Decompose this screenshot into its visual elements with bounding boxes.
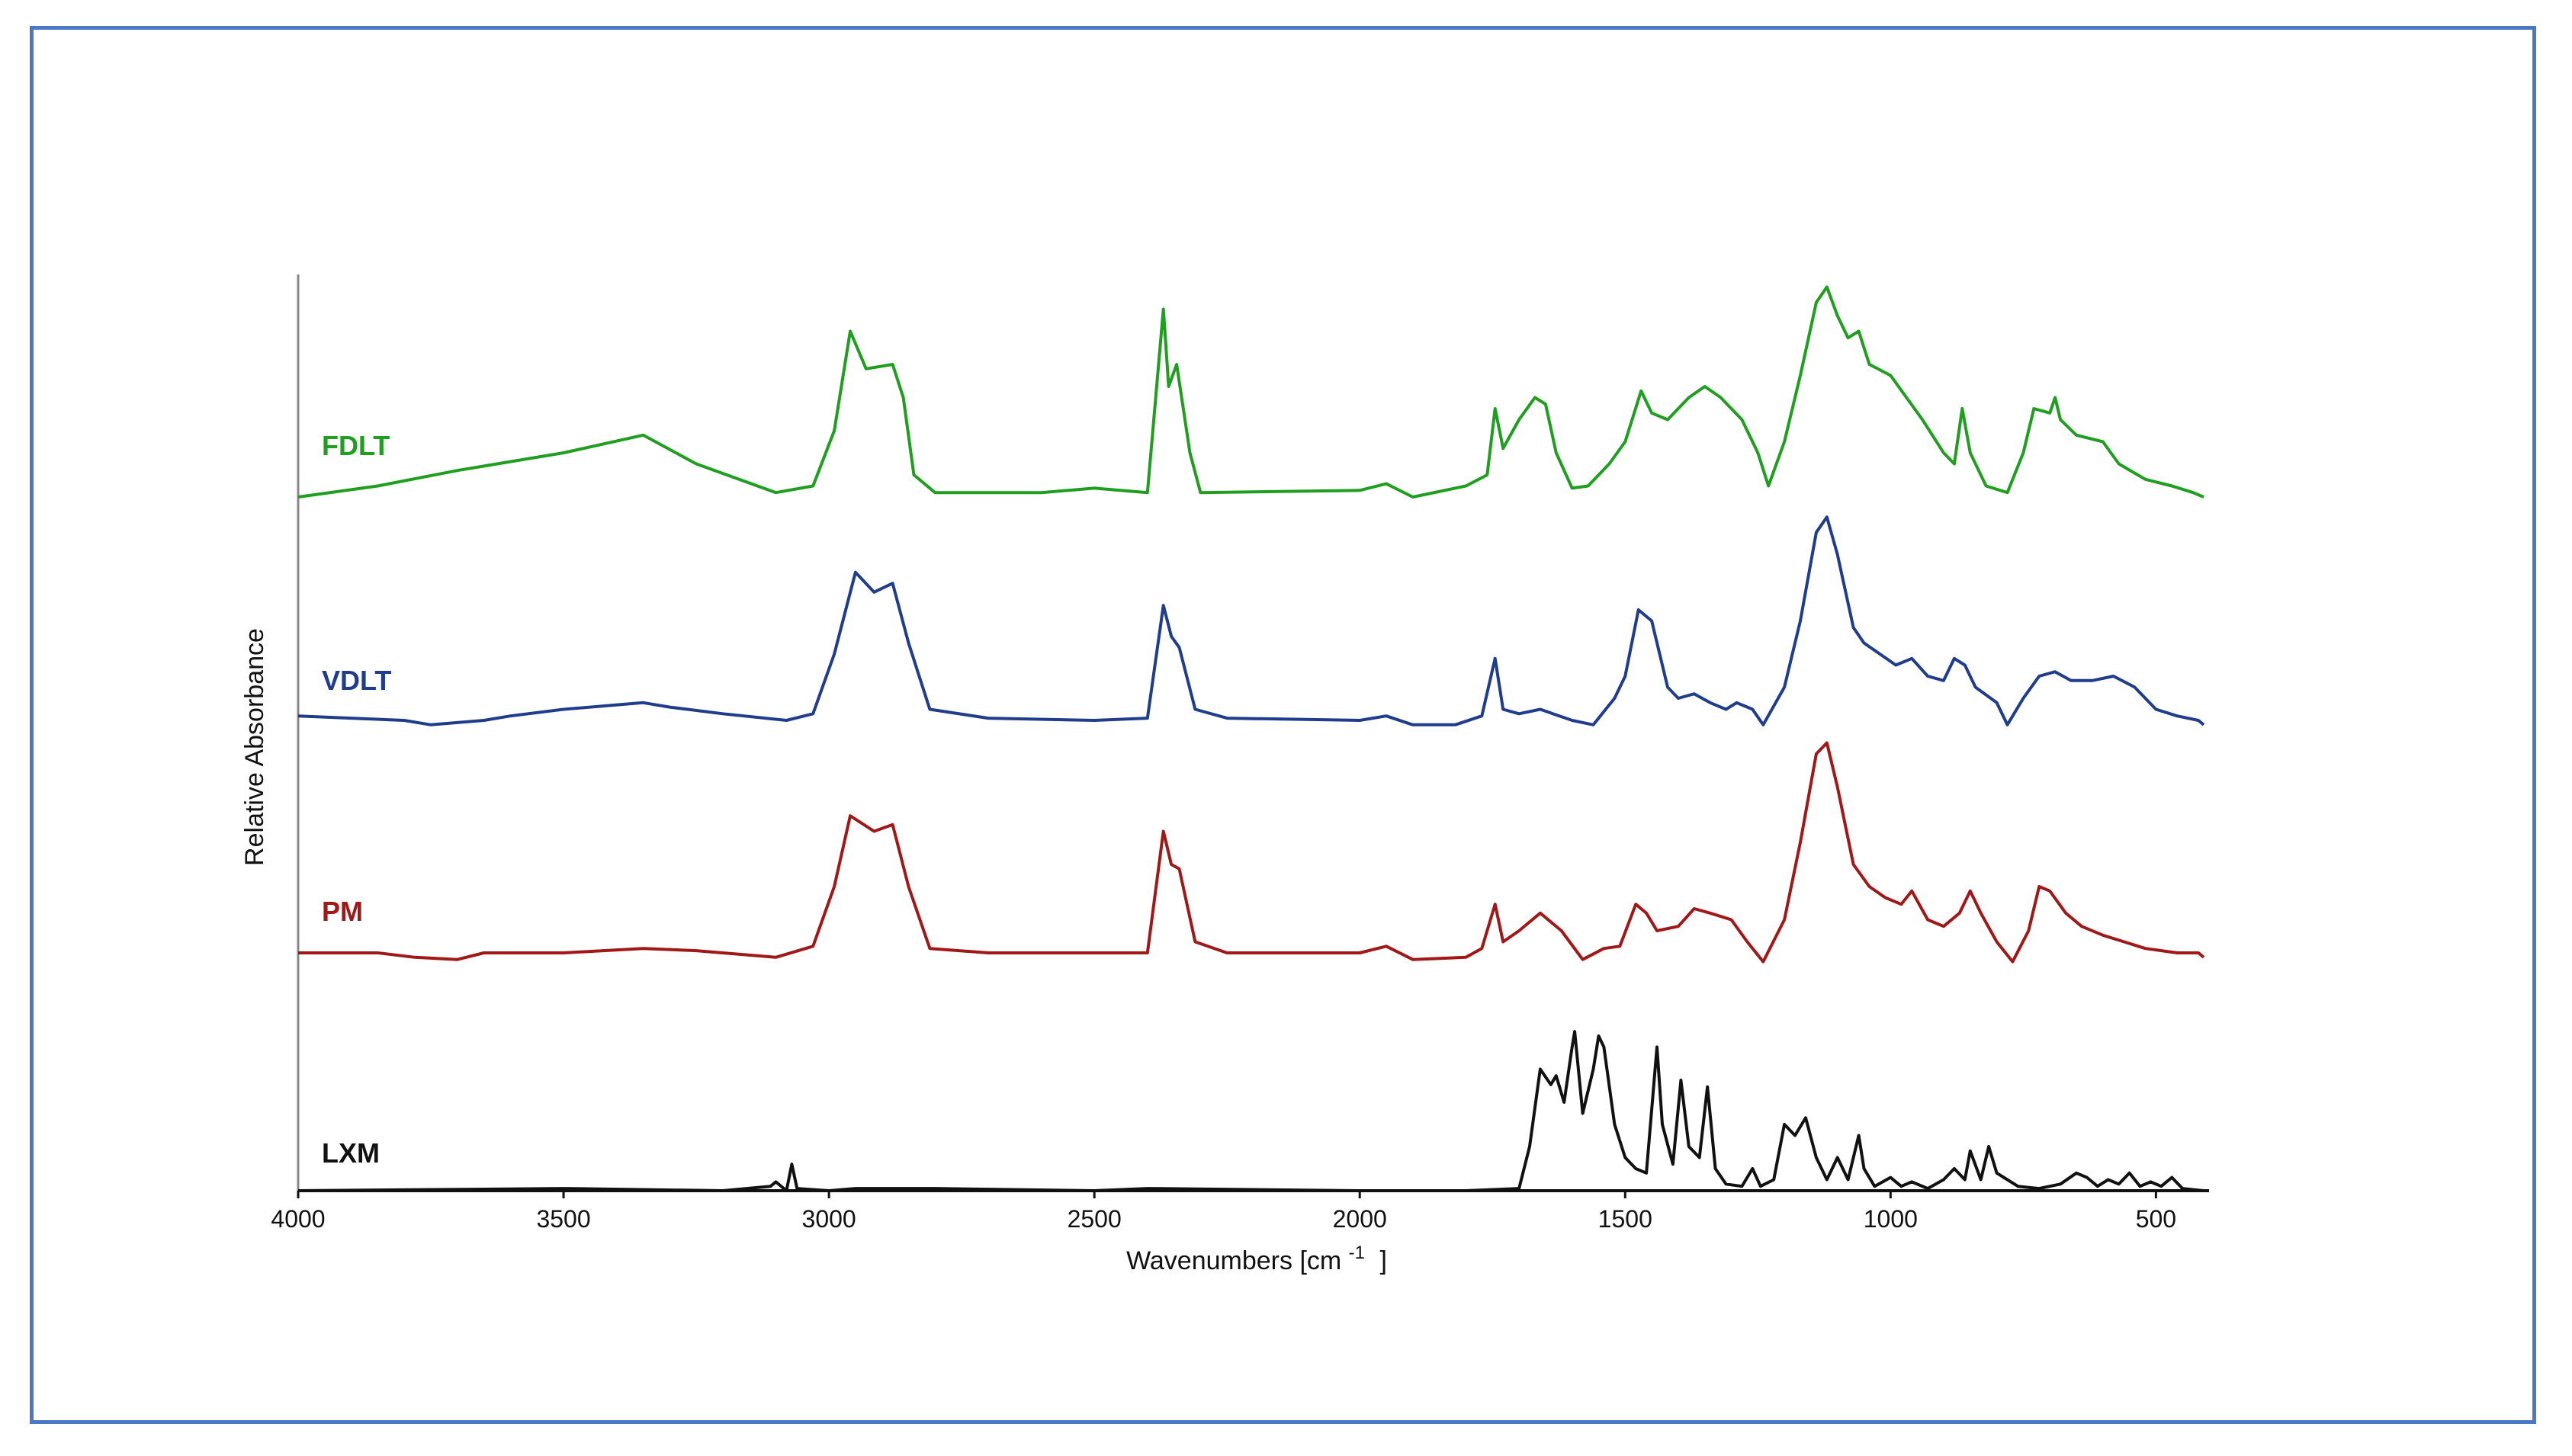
series-label-fdlt: FDLT [322, 430, 390, 461]
series-line-vdlt [297, 515, 2205, 726]
x-axis-title-superscript: -1 [1349, 1243, 1365, 1263]
series-line-pm [298, 741, 2205, 964]
x-tick-label: 3000 [802, 1205, 856, 1233]
spectra-traces [297, 285, 2205, 1192]
y-axis-title: Relative Absorbance [240, 628, 269, 866]
series-label-lxm: LXM [322, 1137, 380, 1169]
series-labels: FDLT VDLT PM LXM [322, 430, 391, 1169]
axes: 4000 3500 3000 2500 2000 1500 1000 500 [271, 274, 2209, 1233]
series-line-lxm [297, 1030, 2204, 1192]
x-axis-title: Wavenumbers [cm -1 ] [1126, 1236, 1387, 1275]
x-tick-label: 1000 [1864, 1205, 1918, 1233]
x-tick-label: 3500 [536, 1205, 590, 1233]
series-label-vdlt: VDLT [322, 665, 391, 696]
x-axis-title-tail: ] [1379, 1246, 1386, 1275]
x-tick-label: 4000 [271, 1205, 325, 1233]
x-tick-label: 1500 [1598, 1205, 1652, 1233]
x-tick-label: 500 [2136, 1205, 2176, 1233]
series-label-pm: PM [322, 896, 363, 927]
series-line-fdlt [297, 285, 2204, 499]
x-tick-label: 2000 [1333, 1205, 1387, 1233]
x-tick-label: 2500 [1068, 1205, 1122, 1233]
x-ticks: 4000 3500 3000 2500 2000 1500 1000 500 [271, 1191, 2176, 1233]
figure-frame [30, 26, 2536, 1424]
x-axis-title-main: Wavenumbers [cm [1126, 1246, 1341, 1275]
